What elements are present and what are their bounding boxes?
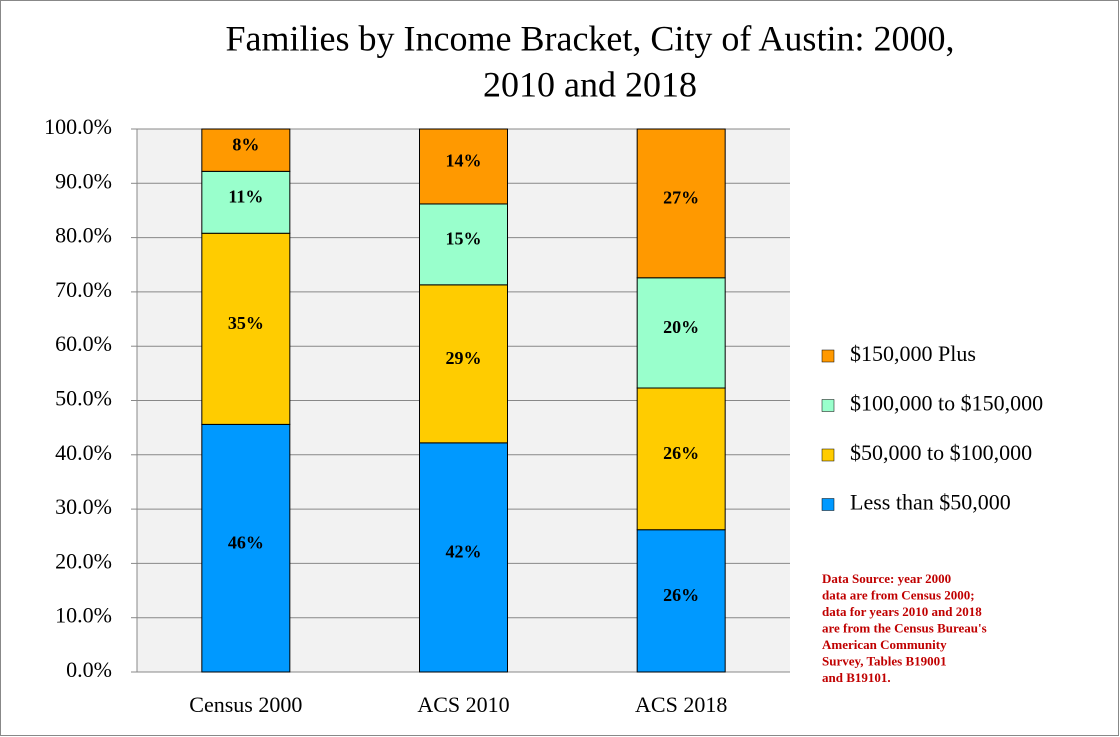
y-tick-label: 40.0% (55, 440, 112, 465)
bar-segment (419, 442, 508, 673)
legend-swatch (821, 399, 835, 412)
annotation: data for years 2010 and 2018 (822, 604, 982, 619)
annotation: Survey, Tables B19001 (822, 653, 947, 668)
value-label: 20% (663, 317, 699, 337)
annotation: and B19101. (822, 670, 891, 685)
y-tick-label: 70.0% (55, 277, 112, 302)
x-tick-label: ACS 2018 (635, 692, 727, 717)
legend-label: $50,000 to $100,000 (850, 440, 1032, 465)
annotation: are from the Census Bureau's (822, 620, 987, 635)
bar-segment (419, 203, 508, 286)
legend-label: $150,000 Plus (850, 341, 976, 366)
bar-segment (201, 423, 291, 673)
value-label: 11% (228, 186, 263, 206)
bar-segment (201, 232, 291, 425)
legend-swatch (821, 349, 835, 363)
value-label: 27% (663, 188, 699, 208)
y-tick-label: 50.0% (55, 386, 112, 411)
bar-segment (636, 529, 726, 673)
y-tick-label: 80.0% (55, 223, 112, 248)
value-label: 26% (663, 443, 699, 463)
value-label: 8% (232, 134, 259, 154)
y-tick-label: 20.0% (55, 548, 112, 573)
bar-segment (636, 128, 726, 279)
chart-title: 2010 and 2018 (483, 64, 697, 104)
value-label: 46% (228, 532, 264, 552)
annotation: Data Source: year 2000 (822, 571, 951, 586)
legend-label: $100,000 to $150,000 (850, 391, 1043, 416)
bar-segment (419, 284, 508, 444)
value-label: 14% (446, 151, 482, 171)
y-tick-label: 0.0% (66, 657, 112, 682)
value-label: 42% (446, 542, 482, 562)
bar-segment (419, 128, 508, 205)
value-label: 26% (663, 585, 699, 605)
bar-segment (636, 387, 726, 531)
y-tick-label: 90.0% (55, 168, 112, 193)
bar-segment (201, 170, 291, 234)
y-tick-label: 60.0% (55, 331, 112, 356)
y-tick-label: 100.0% (44, 114, 112, 139)
x-tick-label: ACS 2010 (417, 692, 509, 717)
y-tick-label: 30.0% (55, 494, 112, 519)
annotation: data are from Census 2000; (822, 587, 975, 602)
bar-segment (636, 277, 726, 389)
value-label: 15% (446, 229, 482, 249)
y-tick-label: 10.0% (55, 603, 112, 628)
x-tick-label: Census 2000 (189, 692, 302, 717)
annotation: American Community (822, 637, 947, 652)
value-label: 35% (228, 313, 264, 333)
legend-swatch (821, 498, 835, 511)
value-label: 29% (446, 348, 482, 368)
chart-title: Families by Income Bracket, City of Aust… (226, 18, 955, 58)
bar-segment (201, 128, 291, 172)
legend-label: Less than $50,000 (850, 490, 1011, 515)
legend-swatch (821, 448, 835, 462)
